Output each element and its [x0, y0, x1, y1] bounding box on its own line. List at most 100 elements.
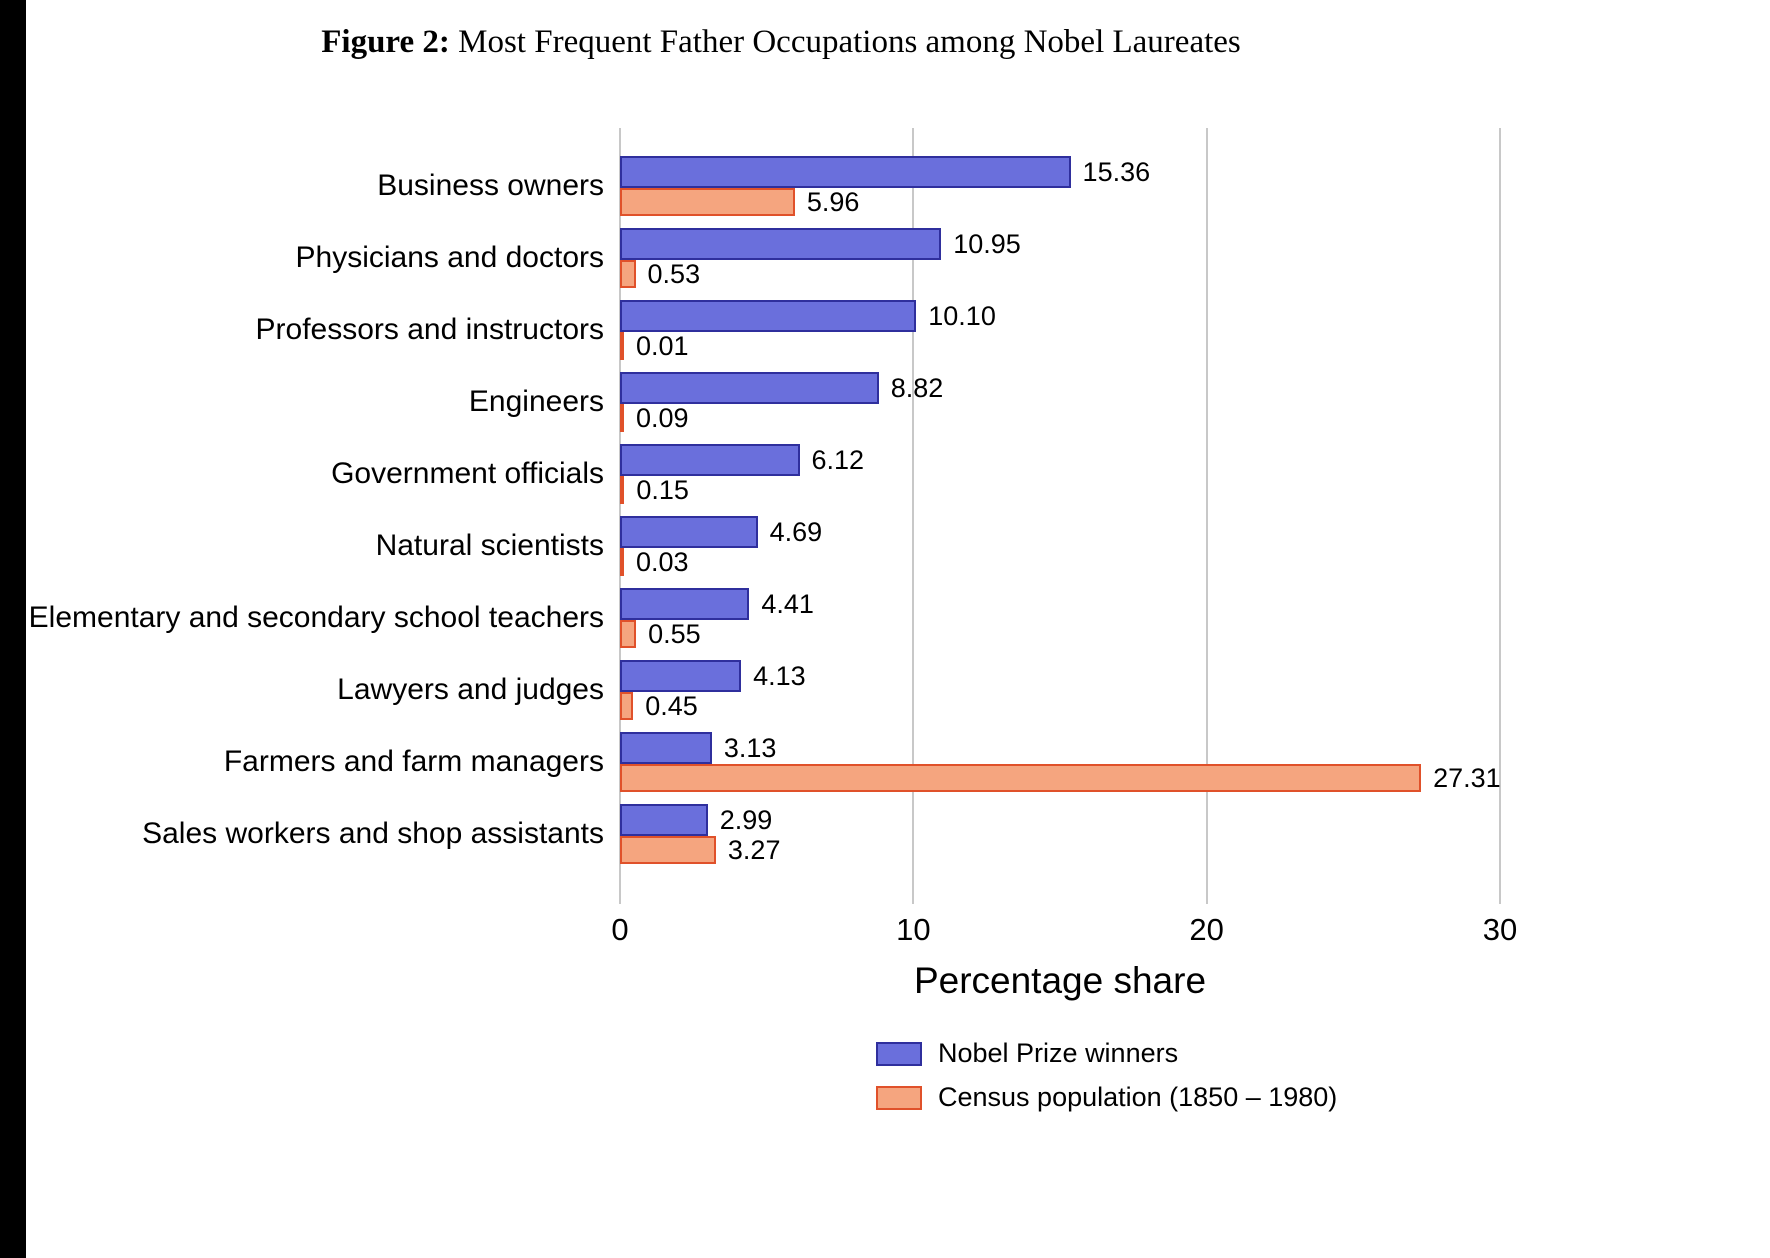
census-bar [620, 548, 624, 576]
bar-group: 6.12 0.15 [620, 444, 1500, 505]
census-bar [620, 476, 625, 504]
category-label: Farmers and farm managers [223, 745, 604, 778]
x-tick-label: 30 [1482, 912, 1518, 947]
nobel-bar [620, 228, 942, 260]
category-label: Professors and instructors [255, 313, 604, 346]
bar-line: 3.27 [620, 834, 1500, 865]
bar-line: 10.95 [620, 228, 1500, 260]
x-tick-label: 0 [611, 912, 629, 947]
chart-row: Elementary and secondary school teachers… [0, 582, 1770, 654]
bar-line: 4.69 [620, 516, 1500, 548]
bar-group: 3.13 27.31 [620, 732, 1501, 793]
census-bar [620, 764, 1422, 792]
bar-line: 0.09 [620, 402, 1500, 433]
bar-line: 0.03 [620, 546, 1500, 577]
gridline [1499, 128, 1501, 904]
value-label: 15.36 [1082, 156, 1151, 187]
nobel-bar [620, 516, 758, 548]
legend: Nobel Prize winners Census population (1… [876, 1038, 1337, 1113]
chart-row: Professors and instructors 10.10 0.01 [0, 294, 1770, 366]
value-label: 2.99 [719, 804, 773, 835]
x-tick-label: 20 [1189, 912, 1224, 947]
gridline [912, 128, 915, 904]
bar-line: 27.31 [620, 762, 1501, 793]
category-label: Engineers [468, 385, 604, 418]
bar-line: 0.45 [620, 690, 1500, 721]
bar-line: 10.10 [620, 300, 1500, 332]
bar-line: 0.53 [620, 258, 1500, 289]
value-label: 4.13 [753, 660, 806, 691]
census-bar [620, 404, 624, 432]
nobel-bar [620, 300, 917, 332]
bar-line: 0.01 [620, 330, 1500, 361]
bar-group: 4.41 0.55 [620, 588, 1500, 649]
x-tick-label: 10 [896, 912, 931, 947]
nobel-bar [620, 660, 742, 692]
value-label: 5.96 [806, 186, 860, 217]
value-label: 3.27 [727, 834, 781, 865]
bar-line: 5.96 [620, 186, 1500, 217]
value-label: 0.45 [645, 690, 698, 721]
category-label: Sales workers and shop assistants [142, 817, 604, 850]
figure-title: Figure 2: Most Frequent Father Occupatio… [26, 24, 1536, 61]
category-label: Elementary and secondary school teachers [28, 601, 604, 634]
value-label: 8.82 [890, 372, 944, 403]
value-label: 0.55 [648, 618, 701, 649]
bar-line: 0.55 [620, 618, 1500, 649]
nobel-bar [620, 372, 879, 404]
nobel-bar [620, 156, 1071, 188]
value-label: 27.31 [1433, 762, 1501, 793]
value-label: 0.09 [636, 402, 689, 433]
x-axis-label: Percentage share [913, 960, 1207, 1001]
legend-item-nobel: Nobel Prize winners [876, 1038, 1337, 1069]
bar-line: 2.99 [620, 804, 1500, 836]
bar-line: 15.36 [620, 156, 1500, 188]
census-bar [620, 692, 634, 720]
figure-title-text: Most Frequent Father Occupations among N… [458, 24, 1241, 60]
census-bar [620, 188, 795, 216]
legend-label-nobel: Nobel Prize winners [938, 1038, 1179, 1068]
value-label: 10.95 [953, 228, 1021, 259]
x-axis-ticks: 0 10 20 30 [611, 912, 1517, 952]
value-label: 4.69 [769, 516, 823, 547]
chart-row: Lawyers and judges 4.13 0.45 [0, 654, 1770, 726]
nobel-bar [620, 588, 750, 620]
bar-group: 10.10 0.01 [620, 300, 1500, 361]
value-label: 10.10 [928, 300, 996, 331]
bar-group: 2.99 3.27 [620, 804, 1500, 865]
legend-swatch-census [876, 1085, 922, 1110]
bar-line: 4.13 [620, 660, 1500, 692]
bar-group: 4.69 0.03 [620, 516, 1500, 577]
chart-row: Natural scientists 4.69 0.03 [0, 510, 1770, 582]
nobel-bar [620, 804, 708, 836]
bar-group: 15.36 5.96 [620, 156, 1500, 217]
value-label: 0.53 [647, 258, 701, 289]
chart-area: Business owners 15.36 5.96 Physicians and d… [0, 128, 1770, 1112]
census-bar [620, 260, 636, 288]
chart-row: Government officials 6.12 0.15 [0, 438, 1770, 510]
legend-label-census: Census population (1850 – 1980) [938, 1082, 1338, 1112]
legend-item-census: Census population (1850 – 1980) [876, 1082, 1337, 1113]
value-label: 0.03 [636, 546, 689, 577]
bar-line: 6.12 [620, 444, 1500, 476]
nobel-bar [620, 732, 712, 764]
bar-group: 10.95 0.53 [620, 228, 1500, 289]
bar-line: 3.13 [620, 732, 1500, 764]
bar-line: 0.15 [620, 474, 1500, 505]
category-label: Government officials [331, 457, 604, 490]
census-bar [620, 620, 637, 648]
value-label: 0.01 [636, 330, 689, 361]
legend-swatch-nobel [876, 1041, 922, 1066]
gridline [1205, 128, 1208, 904]
bar-line: 4.41 [620, 588, 1500, 620]
left-edge-strip [0, 0, 26, 1258]
nobel-bar [620, 444, 800, 476]
census-bar [620, 332, 624, 360]
value-label: 0.15 [636, 474, 689, 505]
chart-rows: Business owners 15.36 5.96 Physicians and d… [0, 128, 1770, 904]
value-label: 6.12 [811, 444, 865, 475]
chart-row: Farmers and farm managers 3.13 27.31 [0, 726, 1770, 798]
value-label: 4.41 [761, 588, 814, 619]
chart-row: Physicians and doctors 10.95 0.53 [0, 222, 1770, 294]
category-label: Physicians and doctors [295, 241, 605, 274]
